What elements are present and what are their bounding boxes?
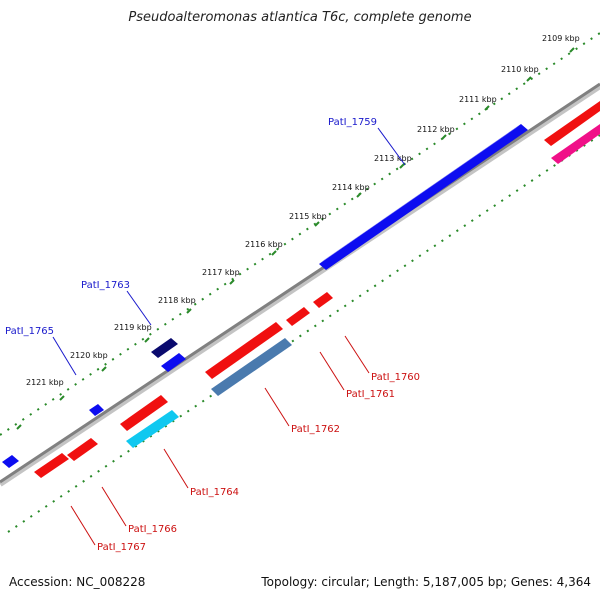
tick-labels: 2109 kbp 2110 kbp 2111 kbp 2112 kbp 2113… (26, 34, 580, 387)
gene-label-patl-1759[interactable]: PatI_1759 (328, 117, 377, 128)
gene-patl-1760[interactable] (313, 292, 333, 308)
genome-backbone (0, 82, 600, 484)
forward-labels: PatI_1759 PatI_1763 PatI_1765 (5, 117, 377, 337)
gene-patl-1761[interactable] (286, 307, 310, 326)
gene-patl-1759[interactable] (319, 124, 528, 270)
gene-label-patl-1765[interactable]: PatI_1765 (5, 326, 54, 337)
tick-label: 2109 kbp (542, 34, 580, 43)
gene-patl-1767[interactable] (34, 453, 69, 478)
tick-label: 2118 kbp (158, 296, 196, 305)
tick-label: 2120 kbp (70, 351, 108, 360)
tick-label: 2119 kbp (114, 323, 152, 332)
forward-label-leaders (52, 127, 406, 376)
leader-patl-1766 (101, 486, 127, 527)
gene-patl-1762-red[interactable] (205, 322, 283, 379)
major-tick (399, 163, 405, 169)
gene-patl-1759-top (319, 124, 521, 264)
gene-label-patl-1760[interactable]: PatI_1760 (371, 372, 420, 383)
gene-small-blue-2[interactable] (2, 455, 19, 468)
gene-patl-1762[interactable] (211, 338, 292, 396)
gene-label-patl-1762[interactable]: PatI_1762 (291, 424, 340, 435)
gene-label-patl-1761[interactable]: PatI_1761 (346, 389, 395, 400)
reverse-label-leaders (70, 335, 370, 546)
gene-red-top-right[interactable] (544, 101, 600, 146)
gene-label-patl-1764[interactable]: PatI_1764 (190, 487, 239, 498)
tick-label: 2113 kbp (374, 154, 412, 163)
major-tick (356, 192, 362, 198)
major-tick (526, 76, 532, 82)
major-tick (229, 279, 235, 285)
gene-label-patl-1767[interactable]: PatI_1767 (97, 542, 146, 553)
leader-patl-1759 (377, 127, 406, 166)
major-tick (59, 395, 65, 401)
leader-patl-1767 (70, 505, 96, 546)
major-tick (101, 366, 107, 372)
tick-label: 2121 kbp (26, 378, 64, 387)
gene-pink-top-right[interactable] (551, 124, 600, 164)
genome-backbone-shadow (0, 83, 600, 487)
major-tick (314, 221, 320, 227)
leader-patl-1760 (344, 335, 370, 374)
reverse-labels: PatI_1760 PatI_1761 PatI_1762 PatI_1764 … (97, 372, 420, 553)
gene-patl-1763[interactable] (151, 338, 178, 358)
gene-patl-1764-red[interactable] (120, 395, 168, 431)
outer-tick-track (0, 32, 600, 436)
tick-label: 2111 kbp (459, 95, 497, 104)
major-tick (16, 424, 22, 430)
tick-label: 2116 kbp (245, 240, 283, 249)
major-tick (271, 250, 277, 256)
accession-text: Accession: NC_008228 (9, 575, 146, 589)
leader-patl-1764 (163, 448, 189, 489)
gene-label-patl-1766[interactable]: PatI_1766 (128, 524, 177, 535)
reverse-genes (34, 101, 600, 478)
tick-label: 2114 kbp (332, 183, 370, 192)
genome-summary-text: Topology: circular; Length: 5,187,005 bp… (261, 575, 591, 589)
inner-tick-track (7, 134, 600, 533)
major-ticks (16, 47, 575, 430)
gene-patl-1764[interactable] (126, 410, 179, 448)
major-tick (484, 105, 490, 111)
gene-patl-1766[interactable] (67, 438, 98, 461)
gene-small-blue-1[interactable] (161, 353, 186, 372)
leader-patl-1761 (319, 351, 345, 391)
forward-genes (2, 124, 528, 468)
gene-label-patl-1763[interactable]: PatI_1763 (81, 280, 130, 291)
tick-label: 2117 kbp (202, 268, 240, 277)
major-tick (569, 47, 575, 53)
leader-patl-1763 (126, 290, 152, 326)
major-tick (441, 134, 447, 140)
gene-patl-1765[interactable] (89, 404, 104, 416)
tick-label: 2115 kbp (289, 212, 327, 221)
map-title: Pseudoalteromonas atlantica T6c, complet… (128, 10, 472, 25)
tick-label: 2110 kbp (501, 65, 539, 74)
major-tick (144, 337, 150, 343)
tick-label: 2112 kbp (417, 125, 455, 134)
leader-patl-1765 (52, 336, 77, 376)
major-tick (186, 308, 192, 314)
leader-patl-1762 (264, 387, 290, 427)
